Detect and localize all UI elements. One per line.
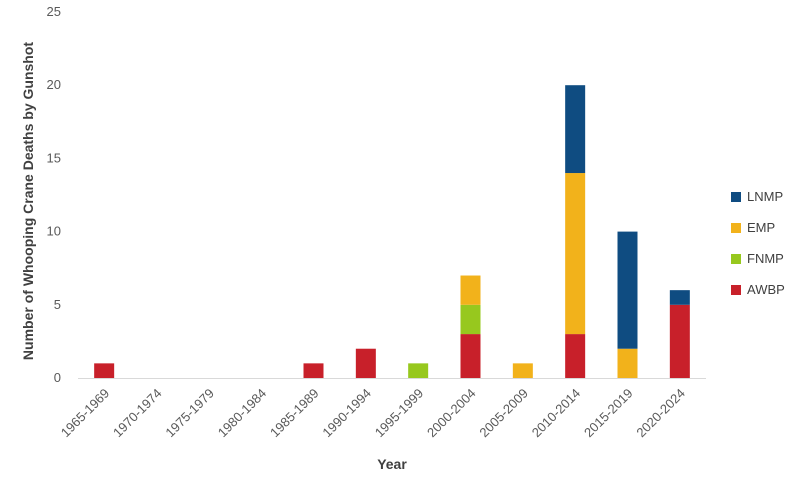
bar-segment-awbp: [669, 304, 690, 378]
y-axis-title: Number of Whooping Crane Deaths by Gunsh…: [20, 42, 36, 360]
bar-segment-awbp: [94, 363, 115, 378]
bars: [94, 85, 690, 378]
bar-segment-emp: [512, 363, 533, 378]
x-tick-label: 2010-2014: [529, 386, 584, 441]
x-tick-label: 1990-1994: [319, 386, 374, 441]
bar-segment-lnmp: [565, 85, 586, 174]
x-tick-label: 1965-1969: [58, 386, 113, 441]
y-axis-ticks: 0 5 10 15 20 25: [47, 4, 61, 385]
x-axis-ticks: 1965-19691970-19741975-19791980-19841985…: [58, 386, 688, 441]
y-tick-label: 0: [54, 370, 61, 385]
x-tick-label: 1975-1979: [162, 386, 217, 441]
x-tick-label: 1985-1989: [267, 386, 322, 441]
x-tick-label: 2000-2004: [424, 386, 479, 441]
y-tick-label: 10: [47, 224, 61, 239]
x-axis-title: Year: [377, 456, 407, 472]
x-tick-label: 1995-1999: [372, 386, 427, 441]
bar-segment-awbp: [565, 334, 586, 378]
bar-segment-lnmp: [617, 231, 638, 349]
legend-swatch-fnmp: [731, 254, 741, 264]
x-tick-label: 2015-2019: [581, 386, 636, 441]
bar-segment-awbp: [303, 363, 324, 378]
y-tick-label: 20: [47, 77, 61, 92]
y-tick-label: 5: [54, 297, 61, 312]
legend: LNMP EMP FNMP AWBP: [731, 189, 785, 297]
legend-swatch-emp: [731, 223, 741, 233]
legend-label-awbp: AWBP: [747, 282, 785, 297]
bar-segment-fnmp: [460, 304, 481, 335]
bar-segment-emp: [460, 275, 481, 305]
x-tick-label: 2005-2009: [476, 386, 531, 441]
y-tick-label: 15: [47, 150, 61, 165]
bar-segment-fnmp: [408, 363, 429, 378]
legend-label-lnmp: LNMP: [747, 189, 783, 204]
bar-segment-emp: [565, 173, 586, 335]
x-tick-label: 1980-1984: [215, 386, 270, 441]
bar-segment-awbp: [460, 334, 481, 378]
legend-label-fnmp: FNMP: [747, 251, 784, 266]
bar-segment-emp: [617, 348, 638, 378]
legend-swatch-awbp: [731, 285, 741, 295]
bar-segment-awbp: [355, 348, 376, 378]
bar-segment-lnmp: [669, 290, 690, 305]
x-tick-label: 1970-1974: [110, 386, 165, 441]
legend-swatch-lnmp: [731, 192, 741, 202]
y-tick-label: 25: [47, 4, 61, 19]
x-tick-label: 2020-2024: [633, 386, 688, 441]
legend-label-emp: EMP: [747, 220, 775, 235]
